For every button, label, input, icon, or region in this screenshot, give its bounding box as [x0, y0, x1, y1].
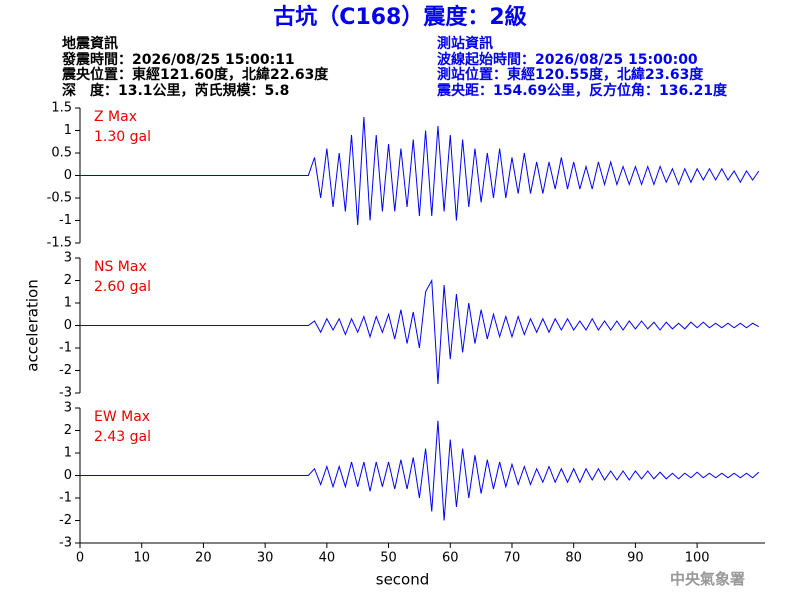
y-tick-label: -1: [59, 213, 72, 228]
info-line: 地震資訊: [62, 35, 118, 52]
panel-annotation: 2.60 gal: [94, 279, 151, 295]
waveform: [80, 278, 760, 385]
y-tick-label: 2: [64, 273, 72, 288]
x-tick-label: 10: [133, 551, 150, 566]
y-tick-label: -2: [59, 363, 72, 378]
panel-title: Z Max: [94, 109, 137, 125]
x-tick-label: 20: [195, 551, 212, 566]
y-tick-label: 3: [64, 251, 72, 266]
y-axis-label: acceleration: [24, 279, 42, 371]
x-tick-label: 70: [504, 551, 521, 566]
y-tick-label: 0.5: [51, 146, 72, 161]
waveform: [80, 420, 760, 521]
x-tick-label: 0: [76, 551, 84, 566]
info-line: 深 度：13.1公里，芮氏規模：5.8: [62, 82, 289, 99]
y-tick-label: -3: [59, 386, 72, 401]
title: 古坑（C168）震度：2級: [273, 4, 526, 30]
footer: 中央氣象署: [670, 570, 745, 588]
y-tick-label: 3: [64, 401, 72, 416]
y-tick-label: 0: [64, 468, 72, 483]
panel-title: NS Max: [94, 259, 147, 275]
info-line: 震央位置：東經121.60度，北緯22.63度: [61, 66, 329, 83]
x-tick-label: 60: [442, 551, 459, 566]
x-tick-label: 100: [685, 551, 710, 566]
info-line: 測站資訊: [437, 35, 493, 52]
y-tick-label: 1: [64, 296, 72, 311]
info-line: 波線起始時間：2026/08/25 15:00:00: [437, 51, 698, 68]
y-tick-label: -0.5: [47, 191, 72, 206]
info-line: 測站位置：東經120.55度，北緯23.63度: [437, 66, 704, 83]
panel-title: EW Max: [94, 409, 150, 425]
y-tick-label: 1.5: [51, 101, 72, 116]
info-line: 發震時間：2026/08/25 15:00:11: [61, 51, 295, 68]
y-tick-label: 1: [64, 123, 72, 138]
y-tick-label: 2: [64, 423, 72, 438]
x-tick-label: 80: [565, 551, 582, 566]
y-tick-label: -1: [59, 341, 72, 356]
y-tick-label: -1.5: [47, 236, 72, 251]
x-tick-label: 30: [257, 551, 274, 566]
x-tick-label: 90: [627, 551, 644, 566]
waveform: [80, 116, 760, 226]
x-axis-label: second: [376, 571, 430, 589]
info-line: 震央距：154.69公里，反方位角：136.21度: [436, 82, 728, 99]
panel-annotation: 1.30 gal: [94, 129, 151, 145]
x-tick-label: 40: [319, 551, 336, 566]
x-tick-label: 50: [380, 551, 397, 566]
y-tick-label: 0: [64, 318, 72, 333]
y-tick-label: -1: [59, 491, 72, 506]
y-tick-label: 1: [64, 446, 72, 461]
panel-annotation: 2.43 gal: [94, 429, 151, 445]
y-tick-label: -2: [59, 513, 72, 528]
y-tick-label: 0: [64, 168, 72, 183]
y-tick-label: -3: [59, 536, 72, 551]
